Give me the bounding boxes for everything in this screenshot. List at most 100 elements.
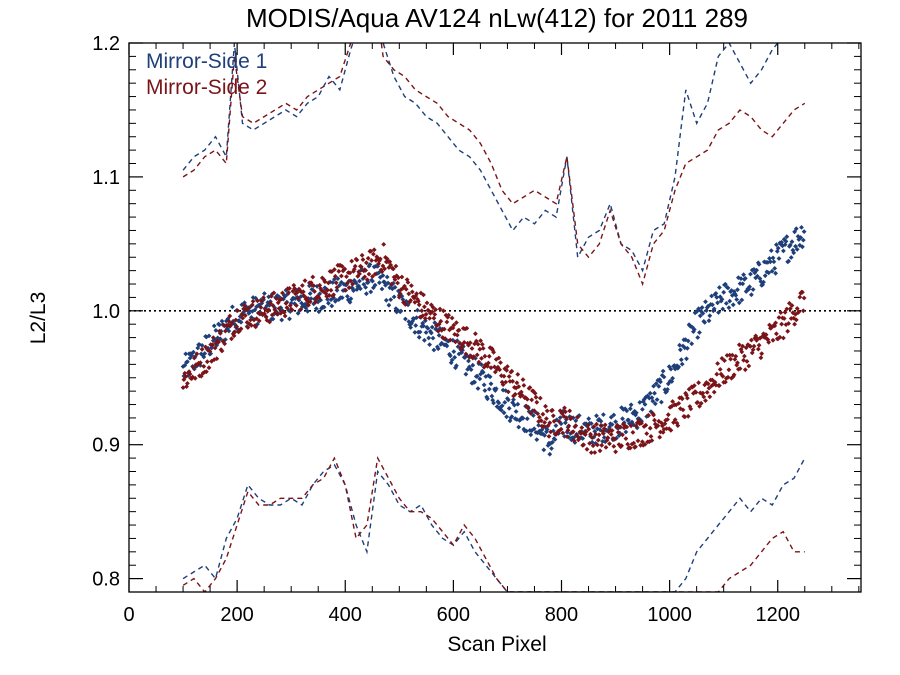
- tick-layer: [128, 42, 861, 593]
- mirror-side-1-point: [474, 373, 480, 379]
- mirror-side-1-point: [650, 398, 656, 404]
- mirror-side-1-point: [649, 395, 655, 401]
- mirror-side-2-point: [486, 353, 492, 359]
- mirror-side-2-point: [647, 425, 653, 431]
- mirror-side-2-point: [715, 361, 721, 366]
- mirror-side-2-point: [184, 380, 190, 386]
- mirror-side-2-lower-envelope: [182, 455, 805, 592]
- mirror-side-1-point: [384, 274, 390, 280]
- mirror-side-2-point: [662, 421, 668, 427]
- mirror-side-1-point: [435, 346, 441, 352]
- mirror-side-2-point: [657, 434, 663, 440]
- mirror-side-1-point: [466, 358, 471, 364]
- mirror-side-2-point: [475, 341, 481, 347]
- mirror-side-1-point: [557, 415, 563, 421]
- mirror-side-2-point: [778, 310, 784, 316]
- mirror-side-2-point: [446, 312, 452, 318]
- mirror-side-2-point: [248, 322, 254, 328]
- mirror-side-2-point: [403, 286, 409, 292]
- mirror-side-2-point: [192, 375, 198, 381]
- mirror-side-2-point: [529, 397, 535, 403]
- mirror-side-2-point: [573, 423, 579, 429]
- mirror-side-2-point: [255, 298, 260, 304]
- mirror-side-2-point: [203, 344, 209, 350]
- mirror-side-2-point: [397, 291, 403, 297]
- mirror-side-2-point: [238, 326, 244, 332]
- mirror-side-1-point: [511, 397, 516, 403]
- mirror-side-2-point: [541, 424, 547, 430]
- mirror-side-1-point: [211, 323, 217, 329]
- mirror-side-2-point: [262, 306, 268, 312]
- mirror-side-2-point: [770, 337, 776, 343]
- mirror-side-1-point: [513, 409, 519, 414]
- mirror-side-1-point: [486, 386, 492, 392]
- mirror-side-2-point: [207, 348, 213, 354]
- mirror-side-2-point: [593, 431, 599, 437]
- mirror-side-2-point: [408, 283, 414, 289]
- mirror-side-2-point: [478, 338, 484, 344]
- mirror-side-1-point: [734, 297, 740, 302]
- y-axis-title: L2/L3: [27, 292, 50, 345]
- mirror-side-2-point: [344, 274, 349, 280]
- mirror-side-2-point: [520, 377, 526, 383]
- mirror-side-1-point: [509, 414, 515, 420]
- mirror-side-2-point: [672, 417, 678, 423]
- mirror-side-1-point: [502, 399, 508, 405]
- mirror-side-1-point: [703, 299, 708, 305]
- mirror-side-2-point: [595, 437, 601, 443]
- mirror-side-2-point: [652, 417, 657, 423]
- mirror-side-2-point: [665, 417, 670, 422]
- mirror-side-1-point: [431, 347, 437, 353]
- mirror-side-2-point: [603, 444, 609, 450]
- mirror-side-2-point: [567, 408, 573, 414]
- mirror-side-1-point: [504, 414, 510, 420]
- mirror-side-1-point: [727, 298, 733, 304]
- x-tick-label: 0: [123, 604, 134, 626]
- mirror-side-2-point: [336, 268, 342, 274]
- mirror-side-2-point: [588, 431, 593, 437]
- y-tick-label: 1.2: [92, 33, 120, 55]
- mirror-side-1-point: [748, 292, 754, 298]
- mirror-side-2-point: [310, 274, 316, 280]
- mirror-side-1-point: [721, 289, 727, 295]
- mirror-side-1-point: [770, 255, 776, 261]
- mirror-side-2-point: [784, 306, 790, 312]
- mirror-side-2-point: [544, 408, 550, 414]
- mirror-side-1-point: [379, 286, 385, 292]
- mirror-side-2-point: [717, 366, 723, 372]
- mirror-side-2-point: [592, 450, 598, 455]
- mirror-side-2-point: [598, 423, 604, 428]
- mirror-side-1-point: [739, 297, 745, 303]
- mirror-side-1-point: [697, 330, 702, 335]
- mirror-side-2-point: [748, 337, 754, 343]
- mirror-side-2-point: [779, 321, 785, 327]
- mirror-side-2-point: [500, 382, 506, 388]
- mirror-side-2-point: [419, 308, 425, 314]
- mirror-side-2-point: [635, 438, 641, 444]
- mirror-side-2-point: [366, 271, 372, 277]
- mirror-side-2-point: [369, 258, 375, 263]
- mirror-side-2-point: [789, 303, 795, 308]
- mirror-side-2-point: [270, 303, 276, 308]
- mirror-side-1-upper-envelope: [182, 43, 779, 273]
- mirror-side-1-point: [762, 273, 768, 279]
- mirror-side-2-point: [602, 422, 608, 428]
- mirror-side-1-point: [600, 412, 606, 418]
- mirror-side-2-point: [276, 306, 282, 311]
- mirror-side-1-point: [586, 416, 592, 422]
- mirror-side-2-point: [477, 346, 483, 352]
- mirror-side-1-point: [429, 324, 435, 330]
- mirror-side-1-point: [654, 397, 660, 403]
- mirror-side-2-point: [295, 295, 301, 301]
- mirror-side-2-point: [206, 365, 212, 371]
- mirror-side-1-point: [451, 349, 457, 355]
- x-axis-title: Scan Pixel: [447, 633, 546, 656]
- mirror-side-2-point: [416, 302, 422, 308]
- mirror-side-1-point: [482, 388, 488, 393]
- mirror-side-1-point: [416, 334, 422, 340]
- mirror-side-2-point: [510, 378, 516, 384]
- mirror-side-2-point: [797, 294, 803, 300]
- mirror-side-2-point: [235, 308, 241, 314]
- mirror-side-1-point: [376, 280, 382, 286]
- mirror-side-2-point: [311, 283, 317, 289]
